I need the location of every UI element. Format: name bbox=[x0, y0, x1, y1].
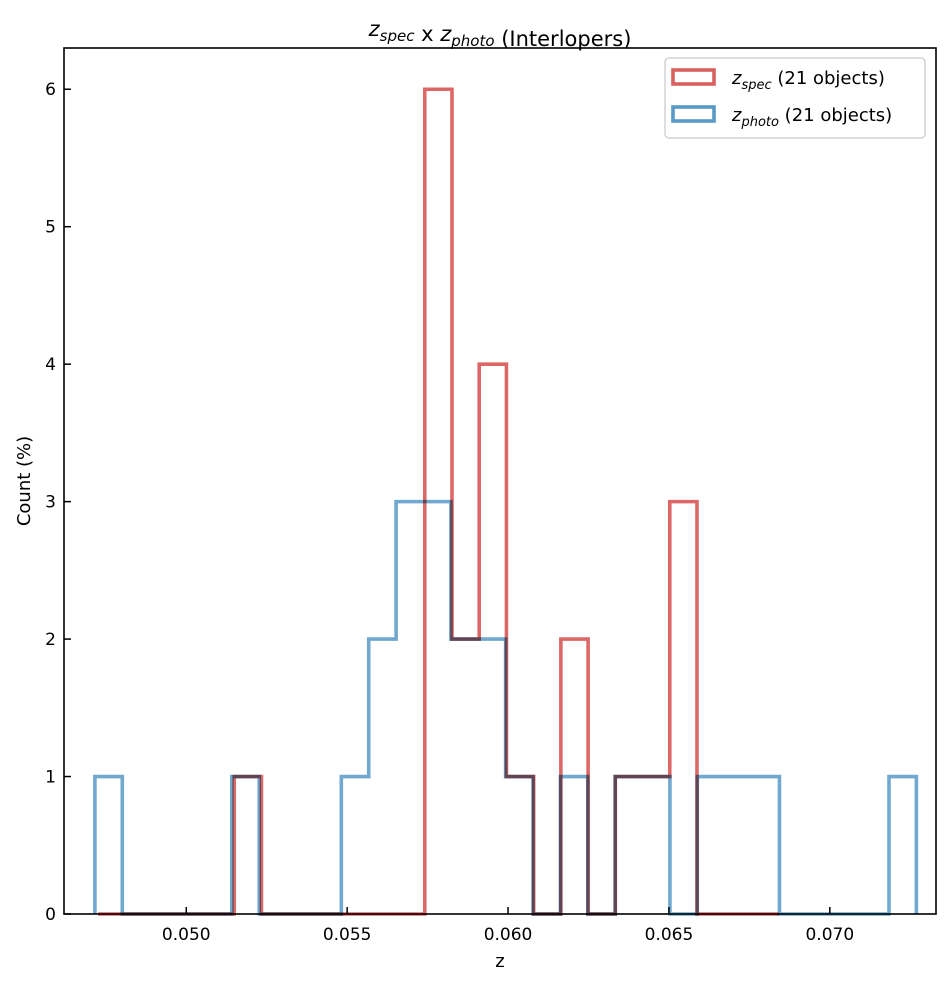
y-tick-label: 1 bbox=[45, 768, 56, 788]
y-tick-label: 0 bbox=[45, 905, 56, 925]
x-tick-label: 0.065 bbox=[645, 925, 694, 945]
legend-label: zphoto (21 objects) bbox=[731, 105, 892, 130]
y-axis-label: Count (%) bbox=[14, 436, 35, 526]
x-tick-label: 0.070 bbox=[805, 925, 854, 945]
x-tick-label: 0.055 bbox=[323, 925, 372, 945]
plot-frame bbox=[63, 47, 937, 915]
x-axis: 0.050 0.055 0.060 0.065 0.070 bbox=[162, 907, 854, 945]
x-tick-label: 0.050 bbox=[162, 925, 211, 945]
x-axis-label: z bbox=[495, 951, 504, 972]
y-tick-label: 2 bbox=[45, 630, 56, 650]
series-z-photo-step bbox=[93, 499, 919, 916]
series-group bbox=[93, 87, 919, 916]
legend-box bbox=[664, 57, 926, 139]
y-tick-label: 4 bbox=[45, 355, 56, 375]
y-tick-label: 6 bbox=[45, 80, 56, 100]
legend-item-z-photo: zphoto (21 objects) bbox=[671, 105, 892, 130]
chart-title: zspec x zphoto (Interlopers) bbox=[368, 17, 632, 51]
legend-swatch bbox=[671, 68, 716, 86]
legend-swatch bbox=[671, 105, 716, 123]
x-tick-label: 0.060 bbox=[484, 925, 533, 945]
legend-item-z-spec: zspec (21 objects) bbox=[671, 68, 885, 93]
y-tick-label: 5 bbox=[45, 218, 56, 238]
y-tick-label: 3 bbox=[45, 493, 56, 513]
legend-label: zspec (21 objects) bbox=[731, 68, 885, 93]
legend: zspec (21 objects) zphoto (21 objects) bbox=[664, 57, 926, 139]
y-axis: 0 1 2 3 4 5 6 bbox=[45, 80, 71, 925]
chart-title-text: zspec x zphoto (Interlopers) bbox=[368, 17, 632, 51]
